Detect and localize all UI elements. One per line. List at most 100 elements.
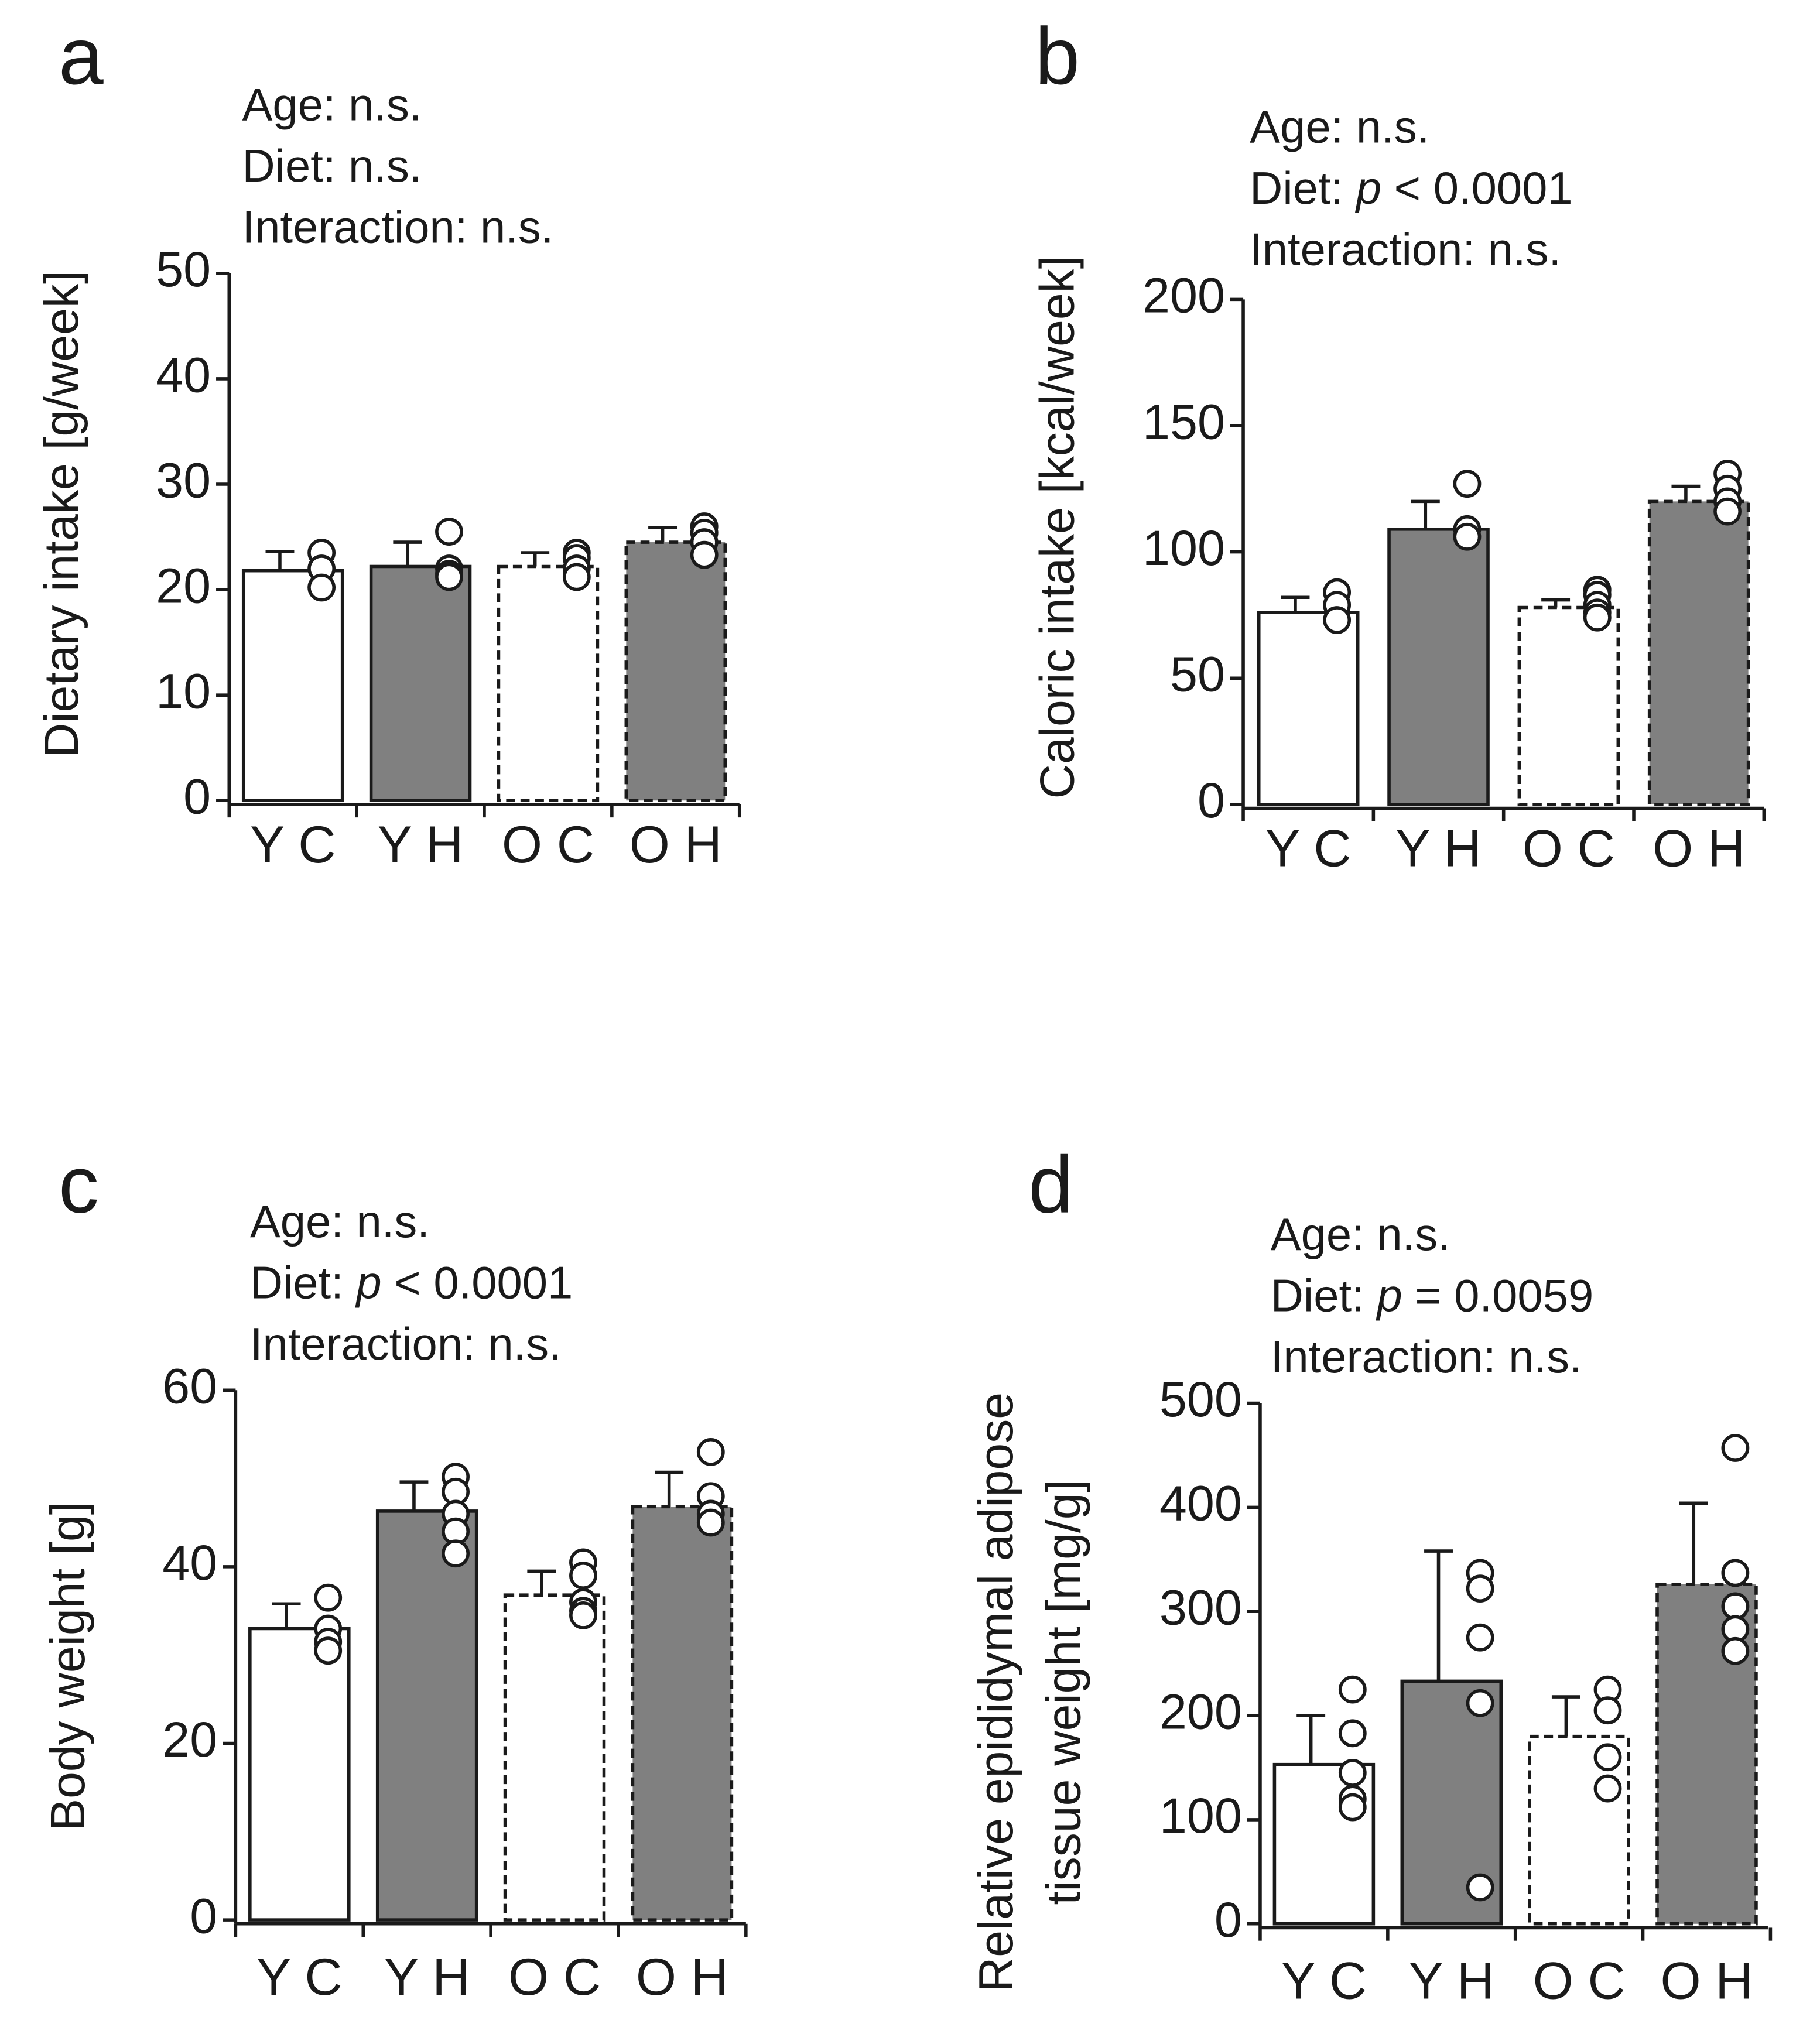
annotation-part: Age: n.s. bbox=[1250, 102, 1429, 152]
x-tick-label: O C bbox=[502, 816, 594, 874]
y-tick-label: 50 bbox=[1170, 647, 1225, 702]
data-point bbox=[1593, 1696, 1622, 1725]
bar bbox=[241, 569, 344, 803]
annotation-part: Diet: bbox=[250, 1258, 357, 1308]
y-tick-label: 40 bbox=[156, 347, 211, 402]
data-point bbox=[435, 563, 463, 591]
annotation: Age: n.s. bbox=[242, 80, 422, 130]
y-tick-label: 0 bbox=[183, 769, 211, 824]
y-axis-label: Dietary intake [g/week] bbox=[35, 271, 88, 758]
annotation-part: Interaction: n.s. bbox=[242, 202, 553, 252]
annotation-part: = 0.0059 bbox=[1402, 1271, 1594, 1321]
data-point bbox=[1721, 1636, 1750, 1665]
data-point bbox=[1466, 1873, 1494, 1902]
annotation: Diet: p < 0.0001 bbox=[250, 1258, 573, 1308]
y-tick-label: 400 bbox=[1159, 1476, 1242, 1531]
annotation-part: Diet: bbox=[1250, 163, 1356, 213]
data-point bbox=[435, 518, 463, 546]
annotation: Age: n.s. bbox=[1250, 102, 1429, 152]
y-tick-label: 30 bbox=[156, 453, 211, 508]
data-point bbox=[1323, 606, 1352, 634]
x-tick-label: O H bbox=[1660, 1952, 1753, 2010]
bar bbox=[497, 564, 600, 803]
data-point bbox=[696, 1437, 725, 1466]
annotation: Interaction: n.s. bbox=[250, 1319, 562, 1369]
y-tick-label: 20 bbox=[156, 558, 211, 613]
bar bbox=[1257, 611, 1360, 806]
panel-label: c bbox=[59, 1140, 99, 1230]
annotation: Diet: p = 0.0059 bbox=[1271, 1271, 1593, 1321]
panel-label: b bbox=[1035, 11, 1080, 101]
x-tick-label: Y C bbox=[250, 816, 336, 874]
data-point bbox=[1593, 1774, 1622, 1803]
data-point bbox=[1338, 1719, 1367, 1748]
x-tick-label: Y H bbox=[378, 816, 464, 874]
annotation-part: Age: n.s. bbox=[242, 80, 422, 130]
x-tick-label: O C bbox=[1533, 1952, 1626, 2010]
x-tick-label: Y H bbox=[1395, 820, 1482, 878]
annotation: Interaction: n.s. bbox=[242, 202, 553, 252]
data-point bbox=[1453, 470, 1482, 498]
x-tick-label: Y C bbox=[1265, 820, 1352, 878]
annotation-part: Diet: bbox=[1271, 1271, 1377, 1321]
data-point bbox=[690, 540, 719, 569]
data-point bbox=[314, 1636, 343, 1665]
y-tick-label: 200 bbox=[1142, 268, 1225, 323]
data-point bbox=[1713, 497, 1742, 526]
annotation-part: p bbox=[1355, 163, 1381, 213]
y-tick-label: 10 bbox=[156, 663, 211, 718]
y-tick-label: 40 bbox=[162, 1535, 217, 1590]
y-axis-label: Relative epididymal adipose bbox=[970, 1392, 1023, 1992]
data-point bbox=[307, 573, 336, 602]
y-tick-label: 300 bbox=[1159, 1580, 1242, 1635]
y-axis-label: Caloric intake [kcal/week] bbox=[1031, 255, 1084, 799]
annotation-part: Interaction: n.s. bbox=[250, 1319, 562, 1369]
y-axis-label: Body weight [g] bbox=[42, 1501, 95, 1830]
x-tick-label: O H bbox=[629, 816, 722, 874]
annotation-part: Interaction: n.s. bbox=[1271, 1332, 1582, 1382]
x-tick-label: Y C bbox=[256, 1948, 343, 2006]
y-tick-label: 0 bbox=[190, 1888, 217, 1943]
y-axis-label: tissue weight [mg/g] bbox=[1038, 1480, 1091, 1905]
annotation: Interaction: n.s. bbox=[1271, 1332, 1582, 1382]
x-tick-label: Y H bbox=[1408, 1952, 1494, 2010]
x-tick-label: Y C bbox=[1281, 1952, 1367, 2010]
data-point bbox=[442, 1539, 470, 1568]
data-point bbox=[1338, 1675, 1367, 1704]
data-point bbox=[696, 1508, 725, 1537]
y-tick-label: 20 bbox=[162, 1712, 217, 1767]
y-tick-label: 0 bbox=[1198, 773, 1225, 828]
x-tick-label: O C bbox=[1523, 820, 1615, 878]
data-point bbox=[1721, 1559, 1750, 1587]
annotation-part: Age: n.s. bbox=[250, 1197, 430, 1247]
data-point bbox=[1453, 522, 1482, 551]
bar bbox=[1387, 528, 1490, 806]
bar bbox=[631, 1505, 734, 1922]
bar bbox=[375, 1509, 478, 1922]
y-tick-label: 100 bbox=[1142, 521, 1225, 576]
bar bbox=[1647, 499, 1750, 806]
x-tick-label: O C bbox=[508, 1948, 601, 2006]
annotation-part: Diet: n.s. bbox=[242, 141, 422, 191]
panel-label: a bbox=[59, 11, 104, 101]
annotation-part: Age: n.s. bbox=[1271, 1210, 1450, 1260]
bar bbox=[1517, 605, 1620, 806]
annotation: Diet: p < 0.0001 bbox=[1250, 163, 1572, 213]
y-tick-label: 50 bbox=[156, 242, 211, 297]
bar bbox=[1528, 1734, 1630, 1926]
data-point bbox=[569, 1601, 597, 1629]
y-tick-label: 60 bbox=[162, 1359, 217, 1414]
data-point bbox=[1338, 1793, 1367, 1822]
x-tick-label: Y H bbox=[384, 1948, 470, 2006]
data-point bbox=[562, 563, 591, 591]
annotation-part: p bbox=[355, 1258, 381, 1308]
data-point bbox=[569, 1562, 597, 1590]
annotation: Age: n.s. bbox=[250, 1197, 430, 1247]
bar bbox=[503, 1593, 606, 1922]
data-point bbox=[1466, 1574, 1494, 1603]
bar bbox=[248, 1627, 351, 1922]
annotation: Interaction: n.s. bbox=[1250, 224, 1561, 275]
annotation-part: Interaction: n.s. bbox=[1250, 224, 1561, 275]
data-point bbox=[1721, 1434, 1750, 1462]
